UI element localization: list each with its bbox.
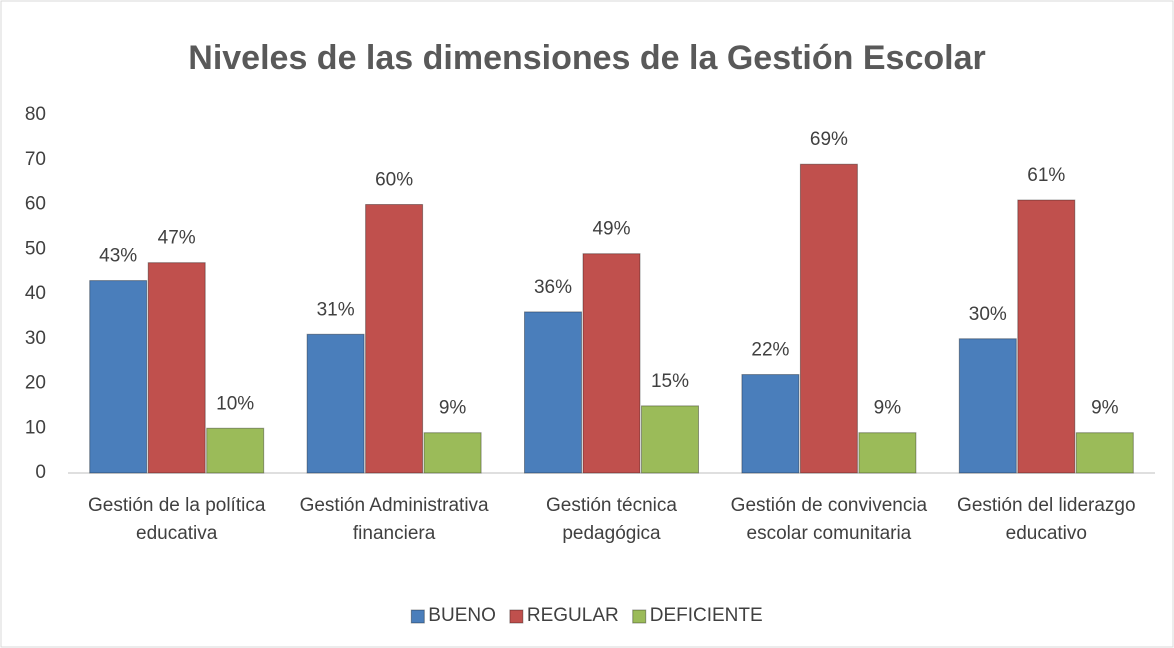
legend-label: REGULAR bbox=[527, 605, 619, 626]
bar bbox=[423, 432, 482, 474]
chart-title: Niveles de las dimensiones de la Gestión… bbox=[188, 39, 985, 77]
data-label: 15% bbox=[651, 371, 689, 392]
data-label: 43% bbox=[99, 246, 137, 267]
bar bbox=[89, 280, 148, 474]
bar bbox=[1075, 432, 1134, 474]
bar bbox=[206, 427, 265, 474]
x-tick-label: Gestión de convivencia escolar comunitari… bbox=[731, 495, 928, 544]
data-label: 60% bbox=[375, 170, 413, 191]
y-tick-label: 30 bbox=[25, 328, 46, 349]
data-label: 31% bbox=[317, 299, 355, 320]
y-tick-label: 70 bbox=[25, 149, 46, 170]
x-tick-label: Gestión Administrativa financiera bbox=[300, 495, 489, 544]
x-tick-label: Gestión del liderazgo educativo bbox=[957, 495, 1136, 544]
legend-label: BUENO bbox=[428, 605, 496, 626]
bar bbox=[1017, 199, 1076, 474]
data-label: 47% bbox=[158, 228, 196, 249]
data-label: 22% bbox=[751, 340, 789, 361]
y-tick-label: 20 bbox=[25, 373, 46, 394]
bar bbox=[641, 405, 699, 474]
bar bbox=[799, 163, 858, 474]
legend-swatch bbox=[410, 609, 425, 624]
bar bbox=[958, 338, 1017, 474]
x-tick-label: Gestión técnica pedagógica bbox=[546, 495, 677, 544]
y-tick-label: 10 bbox=[25, 417, 46, 438]
data-label: 9% bbox=[439, 398, 467, 419]
data-label: 9% bbox=[874, 398, 902, 419]
bar bbox=[365, 204, 424, 474]
data-label: 30% bbox=[969, 304, 1007, 325]
bar bbox=[582, 253, 641, 474]
legend-swatch bbox=[509, 609, 524, 624]
bar bbox=[524, 311, 582, 474]
data-label: 9% bbox=[1091, 398, 1119, 419]
legend-swatch bbox=[632, 609, 647, 624]
y-tick-label: 60 bbox=[25, 194, 46, 215]
y-tick-label: 40 bbox=[25, 283, 46, 304]
data-label: 10% bbox=[216, 393, 254, 414]
bar bbox=[147, 262, 206, 474]
y-tick-label: 0 bbox=[35, 462, 46, 483]
data-label: 69% bbox=[810, 129, 848, 150]
bar bbox=[306, 333, 365, 474]
y-tick-label: 50 bbox=[25, 238, 46, 259]
bar bbox=[741, 374, 800, 474]
data-label: 61% bbox=[1027, 165, 1065, 186]
legend-label: DEFICIENTE bbox=[650, 605, 763, 626]
y-tick-label: 80 bbox=[25, 104, 46, 125]
data-label: 36% bbox=[534, 277, 572, 298]
bar bbox=[858, 432, 917, 474]
x-tick-label: Gestión de la política educativa bbox=[88, 495, 266, 544]
data-label: 49% bbox=[592, 219, 630, 240]
